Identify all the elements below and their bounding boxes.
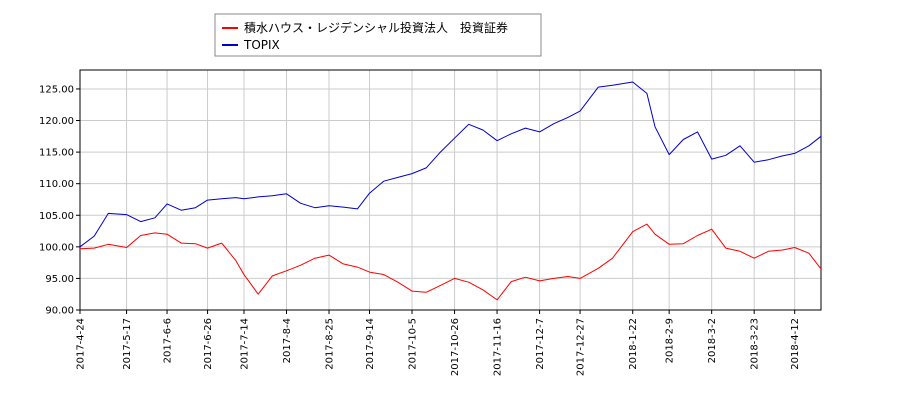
x-tick-label: 2017-8-4 <box>282 318 293 363</box>
series-line-sekisui <box>79 223 822 301</box>
x-tick-label: 2017-9-14 <box>365 318 376 370</box>
x-tick-label: 2018-3-23 <box>750 318 761 370</box>
x-tick-label: 2017-12-7 <box>535 318 546 370</box>
x-tick-label: 2017-12-27 <box>576 318 587 376</box>
grid <box>79 70 821 311</box>
x-tick-label: 2017-7-14 <box>239 318 250 370</box>
legend-box <box>214 13 542 57</box>
plot-frame <box>79 69 822 311</box>
y-tick-label: 90.00 <box>45 306 74 317</box>
y-tick-label: 120.00 <box>39 116 74 127</box>
x-tick-label: 2017-6-6 <box>163 318 174 363</box>
x-tick-label: 2017-10-26 <box>450 318 461 376</box>
y-tick-label: 115.00 <box>39 148 74 159</box>
x-tick-label: 2017-11-16 <box>493 318 504 376</box>
series-line-topix <box>79 81 822 248</box>
legend-label-sekisui: 積水ハウス・レジデンシャル投資法人 投資証券 <box>244 20 508 35</box>
x-axis: 2017-4-24 2017-5-17 2017-6-6 2017-6-26 2017-… <box>76 310 801 376</box>
x-tick-label: 2018-2-9 <box>665 318 676 363</box>
x-tick-label: 2017-8-25 <box>325 318 336 370</box>
legend-label-topix: TOPIX <box>243 38 280 52</box>
y-tick-label: 100.00 <box>39 242 74 253</box>
legend: 積水ハウス・レジデンシャル投資法人 投資証券 TOPIX <box>214 13 542 57</box>
series-lines <box>79 81 822 301</box>
x-tick-label: 2017-5-17 <box>122 318 133 370</box>
x-tick-label: 2017-4-24 <box>76 318 87 370</box>
y-tick-label: 105.00 <box>39 211 74 222</box>
y-tick-label: 110.00 <box>39 179 74 190</box>
x-tick-label: 2018-4-12 <box>790 318 801 370</box>
x-tick-label: 2018-1-22 <box>628 318 639 370</box>
x-tick-label: 2018-3-2 <box>707 318 718 363</box>
y-tick-label: 125.00 <box>39 84 74 95</box>
x-tick-label: 2017-6-26 <box>203 318 214 370</box>
y-tick-label: 95.00 <box>45 274 74 285</box>
x-tick-label: 2017-10-5 <box>408 318 419 370</box>
y-axis: 90.00 95.00 100.00 105.00 110.00 115.00 120.00… <box>39 84 80 317</box>
